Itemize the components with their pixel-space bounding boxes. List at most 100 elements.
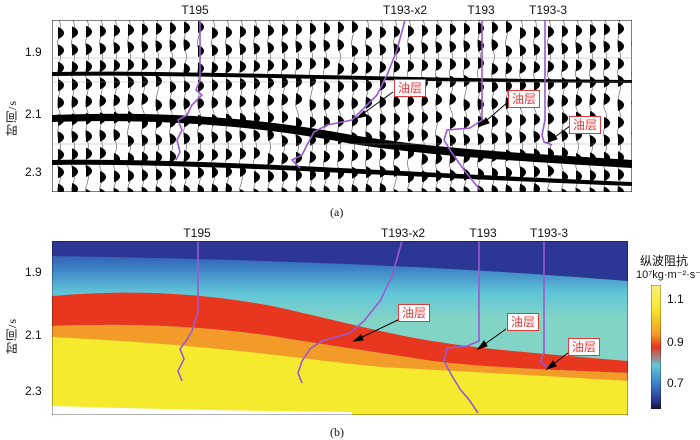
seismic-wiggle-peak — [520, 27, 526, 39]
seismic-wiggle-peak — [464, 22, 470, 35]
seismic-wiggle-peak — [86, 25, 92, 38]
seismic-wiggle-peak — [268, 42, 274, 54]
seismic-wiggle-peak — [352, 149, 358, 162]
seismic-wiggle-peak — [170, 185, 176, 192]
seismic-wiggle-peak — [352, 62, 358, 75]
seismic-wiggle-peak — [296, 58, 302, 71]
seismic-peaks — [58, 21, 624, 192]
seismic-wiggle-peak — [100, 188, 106, 192]
seismic-wiggle-peak — [464, 99, 470, 111]
seismic-wiggle-peak — [240, 78, 246, 90]
seismic-wiggle-peak — [58, 131, 64, 144]
seismic-wiggle-peak — [562, 25, 568, 38]
seismic-wiggle-peak — [114, 94, 120, 107]
seismic-wiggle-peak — [170, 22, 176, 35]
seismic-wiggle-peak — [128, 41, 134, 54]
seismic-wiggle-peak — [562, 94, 568, 107]
panel-a-well-label-t193-3: T193-3 — [528, 3, 568, 17]
arrowhead — [545, 360, 557, 370]
seismic-wiggle-peak — [464, 186, 470, 192]
seismic-wiggle-peak — [492, 21, 498, 34]
seismic-wiggle-peak — [604, 23, 610, 36]
panel-b-impedance-section — [52, 241, 628, 415]
seismic-wiggle-peak — [338, 150, 344, 162]
seismic-wiggle-peak — [86, 147, 92, 160]
colorbar-title: 纵波阻抗 — [640, 254, 689, 268]
seismic-wiggle-peak — [282, 93, 288, 106]
seismic-wiggle-peak — [100, 25, 106, 38]
seismic-wiggle-peak — [576, 24, 582, 37]
seismic-wiggle-peak — [548, 112, 554, 125]
seismic-wiggle-peak — [226, 165, 232, 178]
seismic-wiggle-peak — [562, 60, 568, 72]
seismic-wiggle-peak — [436, 93, 442, 106]
seismic-wiggle-peak — [520, 166, 526, 179]
seismic-wiggle-peak — [86, 95, 92, 108]
panel-b-oil-label: 油层 — [568, 338, 601, 356]
seismic-wiggle-peak — [282, 111, 288, 123]
seismic-wiggle-peak — [520, 44, 526, 57]
seismic-wiggle-peak — [604, 93, 610, 105]
seismic-wiggle-peak — [86, 78, 92, 90]
seismic-wiggle-peak — [114, 129, 120, 141]
seismic-wiggle-peak — [72, 130, 78, 143]
seismic-wiggle-peak — [296, 169, 302, 182]
arrowhead — [478, 117, 490, 127]
seismic-wiggle-peak — [548, 60, 554, 73]
seismic-wiggle-peak — [492, 63, 498, 75]
seismic-wiggle-peak — [156, 151, 162, 164]
seismic-wiggle-peak — [506, 114, 512, 127]
seismic-wiggle-peak — [492, 115, 498, 128]
seismic-wiggle-peak — [268, 129, 274, 141]
seismic-wiggle-peak — [618, 116, 624, 129]
seismic-wiggle-peak — [310, 22, 316, 35]
seismic-wiggle-peak — [310, 57, 316, 70]
seismic-wiggle-peak — [114, 42, 120, 54]
seismic-wiggle-peak — [184, 132, 190, 145]
panel-b-well-label-t193-x2: T193-x2 — [380, 226, 426, 240]
seismic-wiggle-peak — [86, 165, 92, 177]
seismic-wiggle-peak — [240, 95, 246, 108]
seismic-wiggle-peak — [296, 93, 302, 105]
seismic-wiggle-peak — [296, 134, 302, 147]
seismic-wiggle-peak — [366, 114, 372, 126]
seismic-wiggle-peak — [212, 96, 218, 109]
seismic-wiggle-peak — [338, 21, 344, 34]
seismic-wiggle-peak — [184, 150, 190, 162]
seismic-wiggle-peak — [576, 59, 582, 72]
seismic-wiggle-peak — [464, 40, 470, 53]
seismic-wiggle-peak — [156, 22, 162, 35]
seismic-wiggle-peak — [114, 187, 120, 192]
seismic-wiggle-peak — [338, 39, 344, 51]
seismic-wiggle-peak — [212, 183, 218, 192]
seismic-wiggle-peak — [422, 24, 428, 37]
seismic-wiggle-peak — [142, 40, 148, 53]
seismic-wiggle-peak — [156, 57, 162, 70]
seismic-wiggle-peak — [506, 45, 512, 57]
seismic-wiggle-peak — [226, 96, 232, 108]
seismic-wiggle-peak — [212, 131, 218, 144]
seismic-wiggle-peak — [618, 168, 624, 181]
seismic-wiggle-peak — [114, 59, 120, 72]
seismic-reflector — [52, 71, 632, 83]
seismic-wiggle-peak — [184, 63, 190, 75]
seismic-wiggle-peak — [520, 114, 526, 126]
seismic-wiggle-peak — [590, 187, 596, 192]
seismic-wiggle-peak — [170, 98, 176, 111]
seismic-wiggle-peak — [100, 60, 106, 72]
seismic-wiggle-peak — [408, 60, 414, 72]
seismic-wiggle-peak — [520, 61, 526, 74]
seismic-wiggle-peak — [380, 26, 386, 39]
panel-a-well-label-t193-x2: T193-x2 — [382, 3, 428, 17]
seismic-wiggle-peak — [226, 43, 232, 56]
panel-b-y-axis-title: 时间/s — [5, 318, 19, 355]
seismic-wiggle-peak — [72, 148, 78, 161]
seismic-wiggle-peak — [156, 186, 162, 192]
seismic-wiggle-peak — [212, 148, 218, 161]
seismic-wiggle-peak — [296, 117, 302, 129]
seismic-wiggle-peak — [142, 75, 148, 88]
arrowhead — [352, 334, 364, 342]
seismic-wiggle-peak — [128, 169, 134, 182]
seismic-wiggle-peak — [156, 40, 162, 53]
seismic-wiggle-peak — [534, 43, 540, 56]
